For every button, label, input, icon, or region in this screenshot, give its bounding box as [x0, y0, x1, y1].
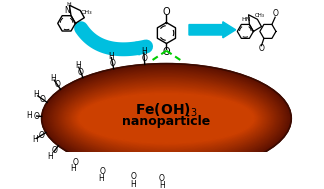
Text: O: O [52, 146, 58, 155]
Ellipse shape [52, 72, 281, 165]
Ellipse shape [46, 67, 286, 169]
Text: O: O [272, 9, 278, 19]
Text: O: O [78, 68, 84, 77]
Ellipse shape [63, 81, 270, 156]
Ellipse shape [62, 80, 271, 157]
Text: H: H [32, 135, 38, 144]
Text: CH₃: CH₃ [255, 13, 265, 18]
Text: CH₃: CH₃ [81, 10, 93, 15]
Text: O: O [159, 174, 165, 183]
Text: O: O [259, 44, 264, 53]
Text: H: H [50, 74, 56, 83]
Ellipse shape [65, 82, 268, 155]
Ellipse shape [43, 65, 289, 172]
Text: H: H [108, 52, 114, 61]
Ellipse shape [76, 91, 257, 145]
Text: O: O [100, 167, 106, 176]
Text: O: O [33, 112, 39, 121]
Ellipse shape [71, 88, 261, 149]
Ellipse shape [67, 84, 266, 153]
Ellipse shape [64, 81, 269, 155]
Text: H: H [26, 111, 32, 120]
Ellipse shape [44, 66, 288, 171]
Ellipse shape [78, 93, 255, 144]
Text: H: H [48, 152, 53, 160]
Text: O: O [73, 158, 79, 167]
Ellipse shape [58, 77, 275, 160]
Ellipse shape [70, 87, 262, 150]
Text: H: H [70, 164, 76, 173]
Text: H: H [130, 180, 135, 189]
Text: O: O [38, 131, 44, 140]
Ellipse shape [51, 71, 282, 165]
Ellipse shape [47, 68, 285, 169]
Text: O: O [40, 95, 45, 104]
Ellipse shape [68, 85, 264, 152]
Text: H: H [34, 91, 40, 99]
Ellipse shape [79, 94, 254, 143]
Ellipse shape [67, 84, 265, 152]
Ellipse shape [53, 73, 280, 164]
Text: H: H [75, 61, 81, 70]
Ellipse shape [55, 74, 278, 162]
Text: nanoparticle: nanoparticle [122, 115, 211, 128]
Text: H: H [66, 2, 71, 7]
Ellipse shape [49, 70, 284, 167]
Text: H: H [159, 181, 165, 189]
Ellipse shape [66, 83, 267, 154]
Ellipse shape [48, 69, 284, 168]
Ellipse shape [61, 79, 272, 158]
Ellipse shape [69, 86, 263, 151]
FancyArrow shape [189, 22, 236, 38]
Ellipse shape [74, 90, 259, 147]
Text: O: O [141, 54, 147, 63]
Text: O: O [163, 47, 170, 57]
Ellipse shape [56, 75, 277, 162]
Ellipse shape [60, 78, 273, 158]
Ellipse shape [57, 76, 276, 161]
Ellipse shape [41, 64, 291, 173]
Ellipse shape [72, 88, 260, 148]
Ellipse shape [45, 67, 287, 170]
Ellipse shape [54, 74, 279, 163]
Ellipse shape [77, 92, 256, 145]
Text: N: N [64, 5, 70, 15]
Text: H: H [141, 47, 147, 56]
Ellipse shape [50, 70, 283, 166]
Text: Fe(OH)$_3$: Fe(OH)$_3$ [135, 102, 198, 119]
Ellipse shape [59, 77, 274, 159]
Text: O: O [163, 7, 170, 17]
Ellipse shape [73, 89, 260, 148]
Text: O: O [131, 172, 136, 181]
Text: O: O [54, 80, 60, 89]
Ellipse shape [42, 64, 290, 172]
Ellipse shape [75, 91, 258, 146]
Text: H: H [98, 174, 104, 183]
Text: HN: HN [241, 17, 251, 22]
Text: O: O [110, 59, 115, 68]
